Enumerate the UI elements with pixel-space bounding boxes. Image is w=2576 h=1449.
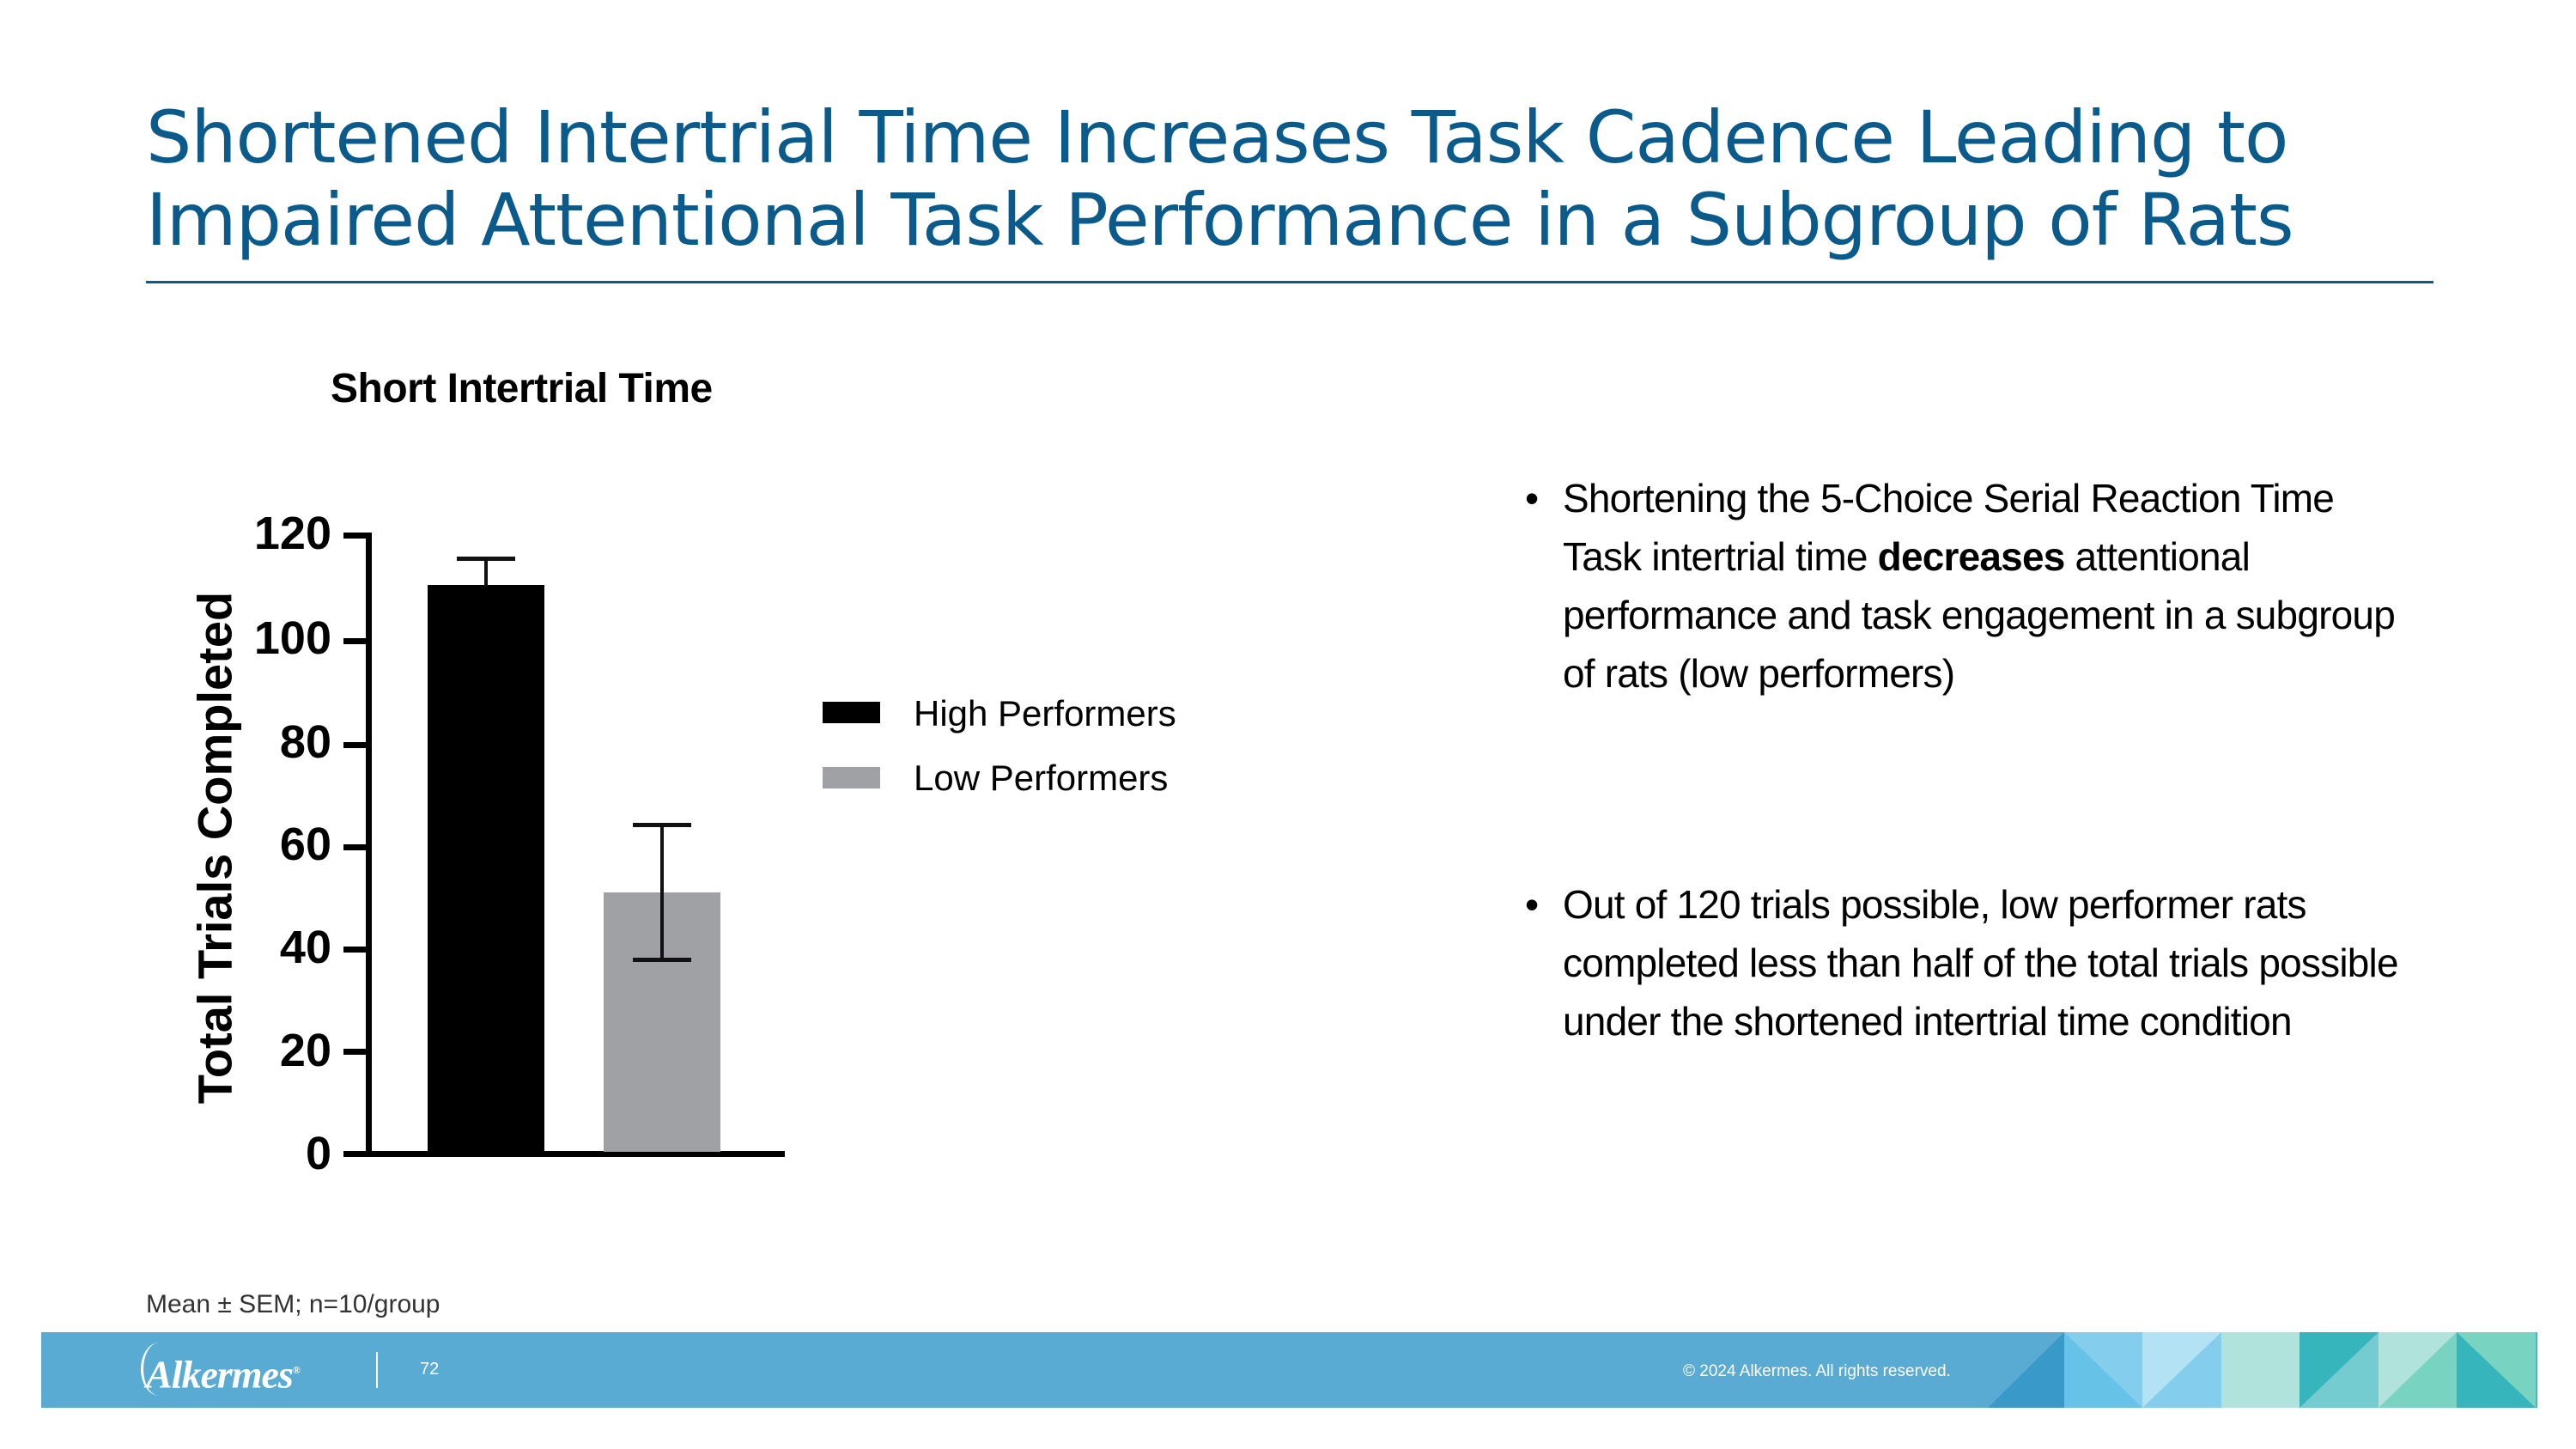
- y-tick-label: 20: [279, 1025, 331, 1076]
- y-tick-mark: [343, 533, 369, 539]
- y-tick-label: 120: [253, 508, 331, 559]
- bullet-1: Shortening the 5-Choice Serial Reaction …: [1563, 469, 2404, 703]
- footer-separator: [376, 1352, 378, 1388]
- slide-title: Shortened Intertrial Time Increases Task…: [146, 96, 2464, 261]
- y-tick-label: 0: [305, 1128, 331, 1179]
- title-underline-rule: [146, 281, 2433, 283]
- bullet-icon: •: [1525, 476, 1540, 521]
- y-tick-mark: [343, 1151, 369, 1157]
- y-tick-mark: [343, 844, 369, 850]
- bullet-1-text-continued: attentional performance and task engagem…: [1563, 534, 2396, 696]
- alkermes-logo: Alkermes®: [146, 1344, 301, 1400]
- y-tick-label: 100: [253, 612, 331, 664]
- slide-title-line-2: Impaired Attentional Task Performance in…: [146, 178, 2294, 262]
- y-tick-label: 40: [279, 922, 331, 973]
- registered-mark: ®: [292, 1364, 301, 1376]
- bar-high-performers: [428, 585, 544, 1152]
- y-tick-label: 60: [279, 819, 331, 870]
- y-tick-mark: [343, 742, 369, 748]
- bullet-icon: •: [1525, 882, 1540, 927]
- footer-band: Alkermes® 72 © 2024 Alkermes. All rights…: [41, 1332, 2537, 1408]
- error-cap-top-low-performers: [633, 823, 691, 827]
- error-bar-low-performers: [660, 825, 664, 959]
- footer-decorative-triangles-icon: [1988, 1332, 2536, 1408]
- slide-title-line-1: Shortened Intertrial Time Increases Task…: [146, 95, 2288, 180]
- legend-swatch-high: [823, 702, 880, 723]
- logo-swoosh-icon: [141, 1342, 178, 1396]
- y-tick-mark: [343, 1049, 369, 1055]
- bullet-2: Out of 120 trials possible, low performe…: [1563, 882, 2399, 1044]
- x-axis-line: [366, 1151, 785, 1157]
- logo-text: Alkermes: [146, 1352, 294, 1397]
- y-tick-label: 80: [279, 716, 331, 768]
- y-tick-mark: [343, 947, 369, 953]
- page-number: 72: [420, 1360, 440, 1379]
- bullet-1-bold-text: decreases: [1877, 534, 2066, 579]
- legend-label-low: Low Performers: [914, 758, 1169, 798]
- error-cap-high-performers: [457, 557, 515, 561]
- copyright-text: © 2024 Alkermes. All rights reserved.: [1683, 1362, 1951, 1380]
- legend-label-high: High Performers: [914, 693, 1176, 734]
- error-cap-bottom-low-performers: [633, 958, 691, 962]
- y-tick-mark: [343, 638, 369, 644]
- chart-title: Short Intertrial Time: [331, 366, 713, 411]
- legend-swatch-low: [823, 767, 880, 788]
- footnote-stats: Mean ± SEM; n=10/group: [146, 1290, 440, 1318]
- bullet-1-text: Shortening the 5-Choice Serial Reaction …: [1563, 476, 2335, 579]
- error-bar-high-performers: [484, 558, 488, 587]
